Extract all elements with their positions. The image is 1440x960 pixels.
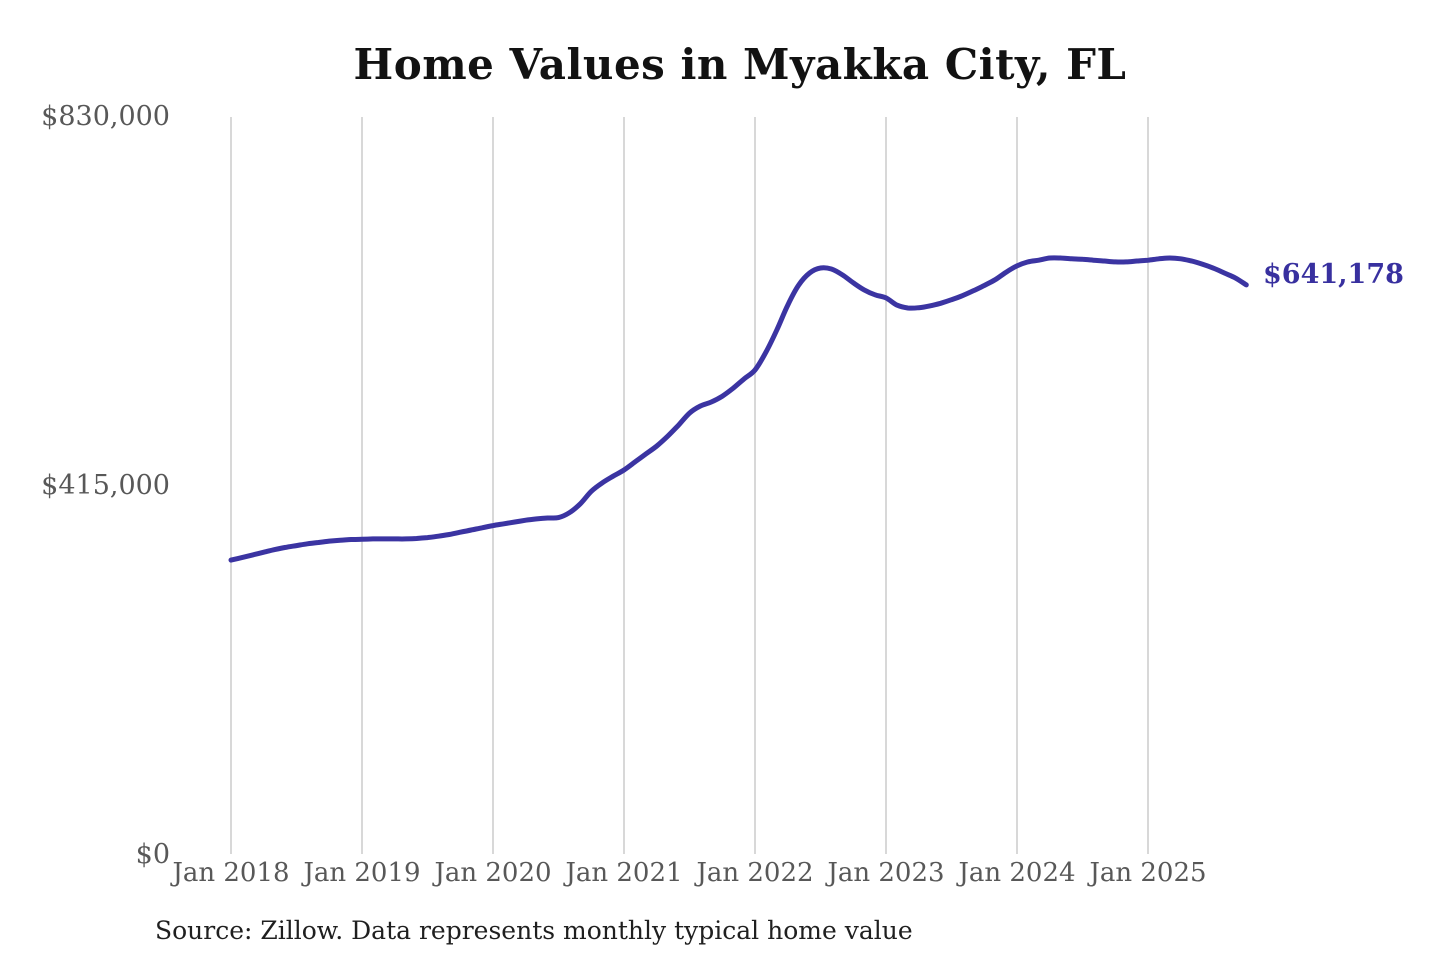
gridlines	[230, 117, 1149, 854]
x-tick-label: Jan 2021	[565, 858, 683, 888]
y-tick-label: $0	[135, 839, 170, 870]
x-tick-label: Jan 2019	[303, 858, 421, 888]
x-tick-label: Jan 2022	[696, 858, 814, 888]
x-tick-label: Jan 2024	[958, 858, 1076, 888]
x-tick-label: Jan 2018	[172, 858, 290, 888]
chart-title: Home Values in Myakka City, FL	[353, 40, 1127, 89]
x-tick-label: Jan 2020	[434, 858, 552, 888]
x-tick-label: Jan 2023	[827, 858, 945, 888]
latest-value-label: $641,178	[1263, 259, 1404, 290]
y-tick-label: $415,000	[41, 470, 170, 501]
y-tick-label: $830,000	[41, 101, 170, 132]
x-tick-label: Jan 2025	[1089, 858, 1207, 888]
home-value-line	[228, 255, 1249, 563]
source-note: Source: Zillow. Data represents monthly …	[155, 916, 913, 945]
